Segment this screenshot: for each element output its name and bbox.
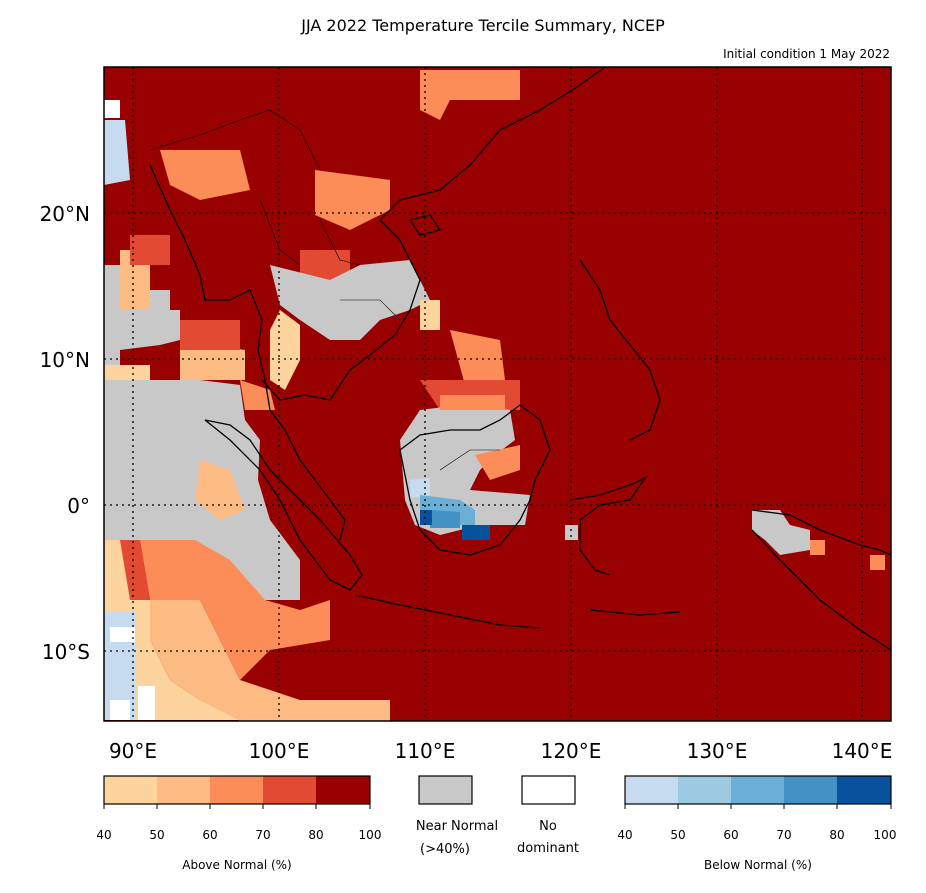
lon-tick-130e: 130°E [687,739,748,763]
near-normal-legend: Near Normal (>40%) [416,775,498,857]
above-normal-colorbar: 40 50 60 70 80 100 Above Normal (%) [96,775,382,872]
lat-tick-20n: 20°N [40,202,90,226]
above-swatch-70 [263,776,316,804]
below-swatch-60 [731,776,784,804]
lat-tick-10s: 10°S [42,640,90,664]
above-60-borneo [440,395,520,480]
above-60-new-guinea [810,540,885,570]
above-tick-60: 60 [202,828,217,842]
above-tick-40: 40 [96,828,111,842]
coastlines [149,67,891,651]
below-colorbar-label: Below Normal (%) [704,858,812,872]
above-swatch-60 [210,776,263,804]
near-normal-new-guinea [565,510,810,555]
lon-tick-140e: 140°E [832,739,893,763]
below-70-borneo [430,510,460,528]
no-dominant-label-1: No [539,819,557,834]
below-tick-70: 70 [776,828,791,842]
near-normal-indian-ocean [104,265,300,600]
above-colorbar-frame [103,775,371,805]
probability-field [104,67,891,721]
below-40-west [104,120,135,720]
below-swatch-80 [837,776,891,804]
above-tick-100: 100 [359,828,382,842]
below-normal-colorbar: 40 50 60 70 80 100 Below Normal (%) [617,775,897,872]
lon-tick-110e: 110°E [395,739,456,763]
below-tick-60: 60 [723,828,738,842]
lat-tick-10n: 10°N [40,348,90,372]
near-normal-label-1: Near Normal [416,819,498,834]
above-swatch-80 [316,776,370,804]
below-tick-40: 40 [617,828,632,842]
above-swatch-50 [157,776,210,804]
lon-tick-90e: 90°E [109,739,157,763]
lon-tick-100e: 100°E [249,739,310,763]
below-swatch-70 [784,776,837,804]
above-tick-50: 50 [149,828,164,842]
above-40-indochina [270,300,440,390]
above-60-china [315,70,520,230]
no-dominant-swatch [521,775,576,805]
lat-tick-0: 0° [67,494,90,518]
below-swatch-40 [625,776,678,804]
lon-tick-120e: 120°E [541,739,602,763]
below-tick-100: 100 [874,828,897,842]
no-dominant-legend: No dominant [517,775,579,856]
below-swatch-50 [678,776,731,804]
above-40-west [104,365,240,720]
below-tick-80: 80 [829,828,844,842]
map-title: JJA 2022 Temperature Tercile Summary, NC… [301,16,665,35]
graticule [104,67,891,721]
above-tick-80: 80 [308,828,323,842]
near-normal-swatch [418,775,473,805]
above-70-west [120,235,520,600]
above-tick-70: 70 [255,828,270,842]
below-80-borneo [420,510,490,540]
near-normal-label-2: (>40%) [420,842,470,857]
above-colorbar-label: Above Normal (%) [182,858,291,872]
map-frame [103,66,892,722]
above-50-west [120,250,390,721]
initial-condition-label: Initial condition 1 May 2022 [723,47,890,61]
below-colorbar-frame [624,775,892,805]
below-tick-50: 50 [670,828,685,842]
no-dominant-label-2: dominant [517,841,579,856]
country-borders [149,109,500,471]
above-swatch-40 [104,776,157,804]
